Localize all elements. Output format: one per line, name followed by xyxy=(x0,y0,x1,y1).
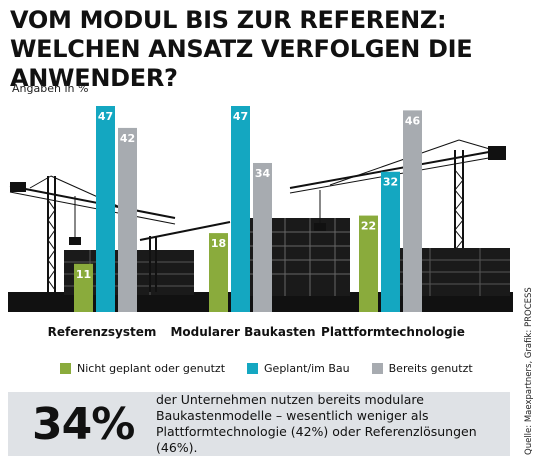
bar-1-0 xyxy=(209,233,228,312)
bar-value-label: 11 xyxy=(76,268,91,281)
bar-1-1 xyxy=(231,106,250,312)
callout-figure: 34% xyxy=(32,398,135,450)
callout-text: der Unternehmen nutzen bereits modulare … xyxy=(156,392,477,455)
category-label: Referenzsystem xyxy=(48,325,157,339)
crane-left xyxy=(9,175,176,292)
bar-0-1 xyxy=(96,106,115,312)
callout-box: 34% der Unternehmen nutzen bereits modul… xyxy=(8,392,510,456)
bar-value-label: 47 xyxy=(98,110,113,123)
bar-value-label: 22 xyxy=(361,220,376,233)
legend-item-bereits: Bereits genutzt xyxy=(371,362,473,375)
bar-1-2 xyxy=(253,162,272,312)
bar-value-label: 34 xyxy=(255,167,271,180)
legend-label-bereits: Bereits genutzt xyxy=(388,362,473,375)
bar-2-0 xyxy=(359,215,378,312)
chart-title: VOM MODUL BIS ZUR REFERENZ: WELCHEN ANSA… xyxy=(10,6,473,92)
legend-item-geplant: Geplant/im Bau xyxy=(247,362,350,375)
legend-label-geplant: Geplant/im Bau xyxy=(264,362,350,375)
category-labels: Referenzsystem Modularer Baukasten Plattfo… xyxy=(48,325,465,339)
bar-2-1 xyxy=(381,171,400,312)
legend-swatch-nicht-geplant xyxy=(60,363,71,374)
bar-value-label: 42 xyxy=(120,132,135,145)
bar-2-2 xyxy=(403,110,422,312)
bar-value-label: 18 xyxy=(211,237,226,250)
bar-0-2 xyxy=(118,127,137,313)
chart-subtitle: Angaben in % xyxy=(12,82,89,95)
bars-layer: 11 47 42 18 47 34 22 32 46 xyxy=(74,106,422,313)
bar-0-0 xyxy=(74,263,93,312)
legend-swatch-bereits xyxy=(371,363,383,374)
crane-middle xyxy=(139,221,231,292)
category-label: Modularer Baukasten xyxy=(170,325,315,339)
legend: Nicht geplant oder genutzt Geplant/im Ba… xyxy=(60,362,473,375)
legend-swatch-geplant xyxy=(247,363,259,374)
bar-value-label: 46 xyxy=(405,114,421,127)
bar-value-label: 32 xyxy=(383,176,398,189)
category-label: Plattformtechnologie xyxy=(321,325,465,339)
legend-item-nicht-geplant: Nicht geplant oder genutzt xyxy=(60,362,225,375)
bar-value-label: 47 xyxy=(233,110,248,123)
source-note: Quelle: Maexpartners, Grafik: PROCESS xyxy=(524,287,534,455)
chart-canvas: 11 47 42 18 47 34 22 32 46 Referenzsystem Modular… xyxy=(8,106,513,339)
legend-label-nicht-geplant: Nicht geplant oder genutzt xyxy=(77,362,226,375)
